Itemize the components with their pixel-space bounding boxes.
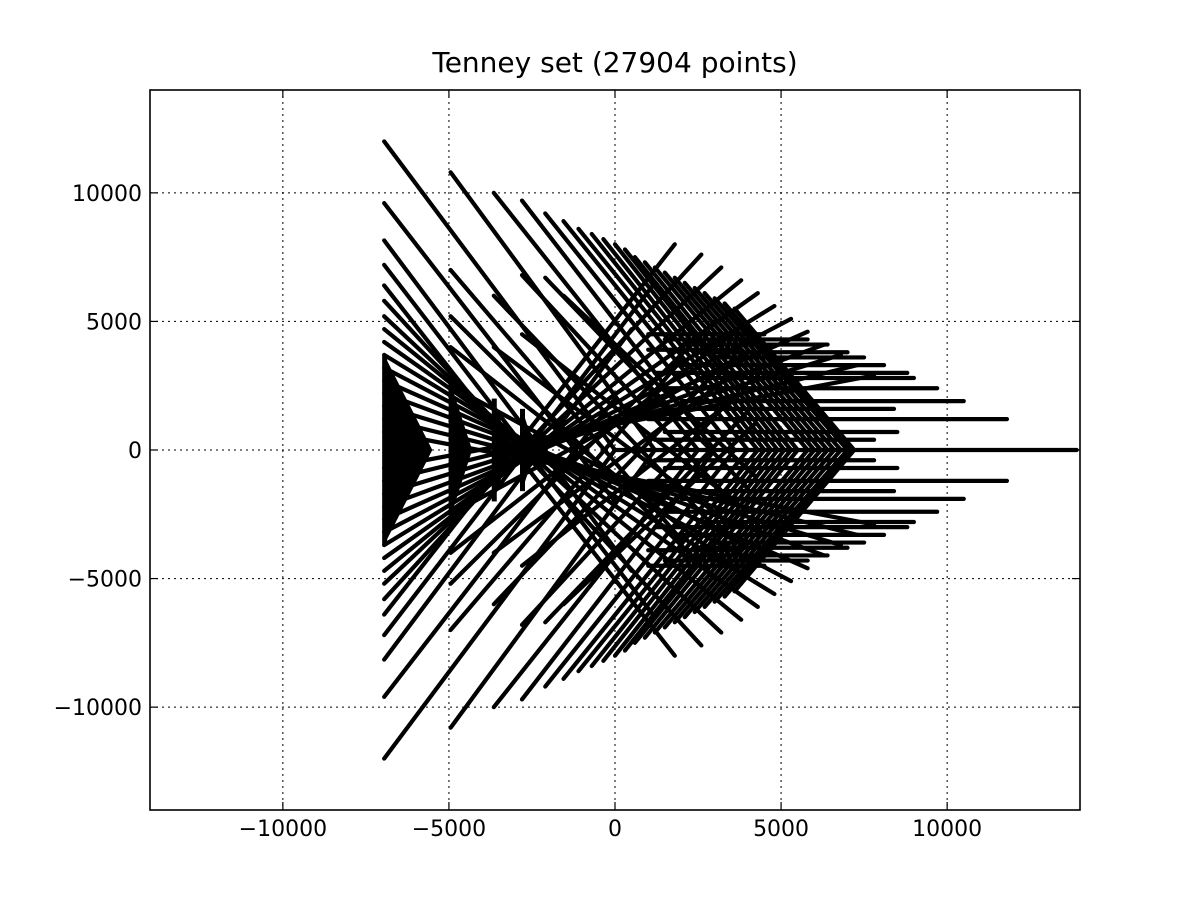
- point-series-segment: [382, 327, 634, 662]
- point-series-segment: [612, 447, 780, 658]
- x-tick-label: 10000: [912, 817, 982, 842]
- y-tick-label: 5000: [86, 310, 142, 335]
- chart-title: Tenney set (27904 points): [431, 46, 797, 79]
- y-tick-label: 10000: [72, 182, 142, 207]
- y-tick-label: −10000: [54, 696, 142, 721]
- y-tick-label: −5000: [68, 568, 142, 593]
- point-series-segment: [491, 370, 717, 607]
- point-series-segment: [561, 422, 757, 607]
- point-series-segment: [612, 242, 780, 453]
- point-series-segment: [382, 238, 634, 573]
- point-series-segment: [589, 447, 767, 669]
- point-series-segment: [491, 293, 717, 530]
- point-series-segment: [382, 316, 794, 535]
- point-series-segment: [491, 447, 701, 710]
- dense-point-column: [448, 383, 454, 517]
- point-series-segment: [561, 293, 757, 478]
- axis-ticks: −10000 −5000 0 5000 10000 −10000 −5000 0 5000 100…: [54, 90, 1080, 842]
- point-series-segment: [382, 447, 618, 761]
- dense-point-region: [384, 354, 433, 546]
- dense-point-column: [491, 398, 497, 502]
- point-series-segment: [491, 190, 701, 453]
- point-series-segment: [519, 391, 744, 568]
- x-tick-label: −5000: [412, 817, 486, 842]
- data-points: [382, 139, 1079, 761]
- y-tick-label: 0: [128, 439, 142, 464]
- point-series-segment: [589, 231, 767, 453]
- x-tick-label: 0: [608, 817, 622, 842]
- dense-point-region: [450, 383, 473, 517]
- x-tick-label: 5000: [753, 817, 809, 842]
- point-series-segment: [382, 365, 794, 584]
- point-series-segment: [692, 447, 837, 615]
- point-series-segment: [519, 332, 744, 509]
- dense-point-column: [382, 354, 388, 546]
- x-tick-label: −10000: [239, 817, 327, 842]
- point-series-segment: [382, 139, 618, 453]
- point-series-segment: [692, 285, 837, 453]
